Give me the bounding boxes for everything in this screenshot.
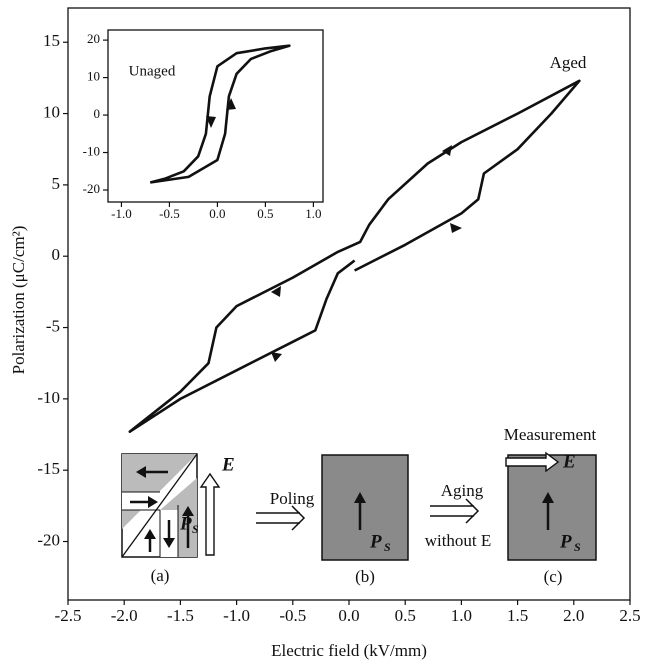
step-label: without E: [425, 531, 492, 550]
x-tick-label: 1.0: [451, 606, 472, 625]
polarization-arrow: [542, 492, 554, 530]
y-tick-label: 15: [43, 31, 60, 50]
x-tick-label: 0.5: [257, 206, 273, 221]
inset-frame: [107, 29, 324, 203]
x-tick-label: -1.5: [167, 606, 194, 625]
polarization-label: P: [559, 531, 572, 552]
y-tick-label: 10: [87, 69, 100, 84]
process-arrow: [256, 505, 306, 531]
y-tick-label: 5: [52, 174, 61, 193]
y-tick-label: 10: [43, 102, 60, 121]
y-tick-label: -10: [83, 144, 100, 159]
x-axis-label: Electric field (kV/mm): [271, 641, 427, 660]
x-tick-label: 0.5: [395, 606, 416, 625]
field-label: E: [221, 454, 235, 475]
polarization-label: P: [179, 513, 192, 534]
process-arrow: [430, 498, 480, 524]
data-line: [149, 44, 291, 184]
field-arrow: [505, 451, 560, 473]
panel-label: (a): [151, 566, 170, 585]
x-tick-label: 0.0: [209, 206, 225, 221]
x-tick-label: 2.0: [563, 606, 584, 625]
step-label: Aging: [441, 481, 484, 500]
x-tick-label: 0.0: [338, 606, 359, 625]
step-label: Measurement: [504, 425, 597, 444]
y-axis-label: Polarization (μC/cm²): [9, 226, 28, 375]
schematic-b: [321, 454, 409, 561]
polarization-label: P: [369, 531, 382, 552]
panel-label: (b): [355, 567, 375, 586]
x-tick-label: 1.5: [507, 606, 528, 625]
x-tick-label: -0.5: [159, 206, 180, 221]
y-tick-label: 20: [87, 31, 100, 46]
x-tick-label: -2.5: [55, 606, 82, 625]
field-label: E: [562, 451, 576, 472]
x-tick-label: -1.0: [223, 606, 250, 625]
y-tick-label: -10: [37, 388, 60, 407]
schematic-a: [121, 453, 221, 558]
direction-arrows: [206, 98, 462, 362]
polarization-subscript: S: [192, 522, 199, 536]
x-tick-label: 2.5: [619, 606, 640, 625]
polarization-arrow: [354, 492, 366, 530]
polarization-subscript: S: [384, 540, 391, 554]
x-tick-label: 1.0: [305, 206, 321, 221]
x-tick-label: -0.5: [279, 606, 306, 625]
data-line: [128, 79, 581, 433]
polarization-subscript: S: [574, 540, 581, 554]
y-tick-label: 0: [52, 245, 61, 264]
x-tick-label: -2.0: [111, 606, 138, 625]
step-label: Poling: [270, 489, 315, 508]
annotation: Aged: [550, 53, 587, 72]
inset-annotation: Unaged: [129, 63, 176, 79]
y-tick-label: -20: [37, 530, 60, 549]
y-tick-label: -20: [83, 181, 100, 196]
y-tick-label: -15: [37, 459, 60, 478]
schematic-c: [507, 454, 597, 561]
y-tick-label: -5: [46, 316, 60, 335]
x-tick-label: -1.0: [111, 206, 132, 221]
panel-label: (c): [544, 567, 563, 586]
y-tick-label: 0: [94, 106, 101, 121]
